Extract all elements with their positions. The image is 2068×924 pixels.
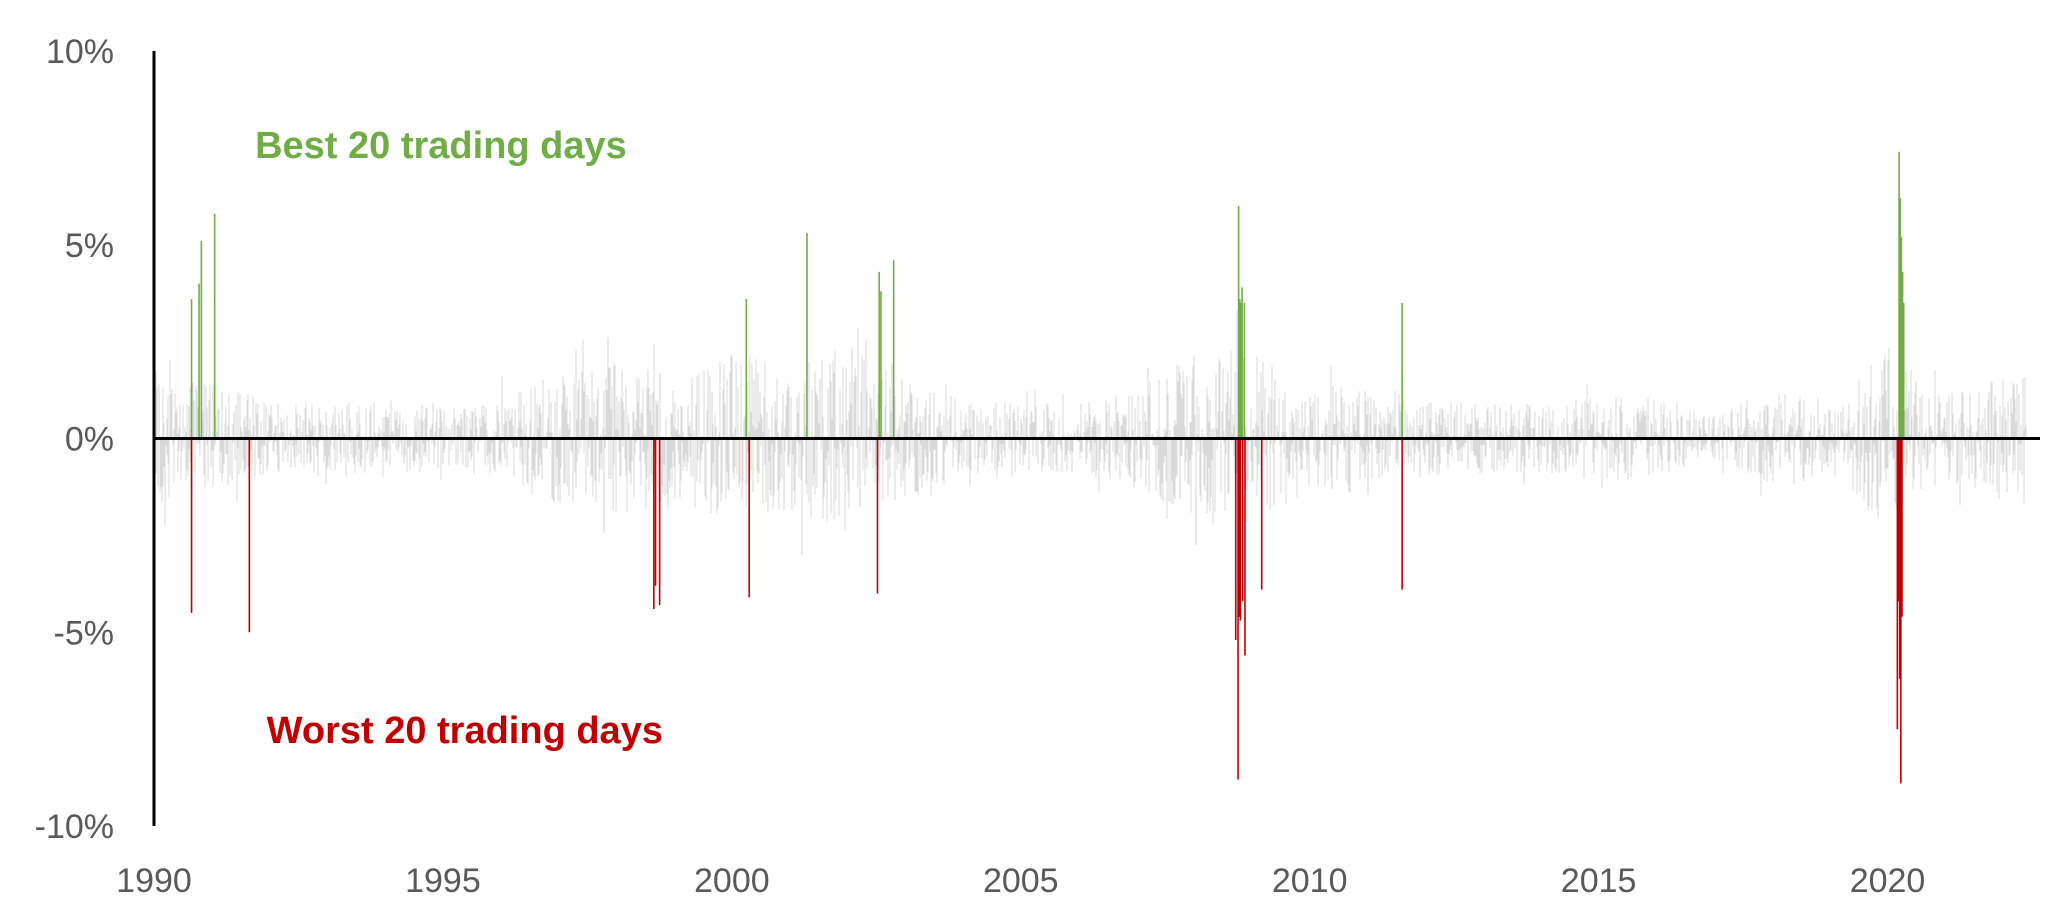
y-tick-label: 5% xyxy=(65,227,114,265)
x-tick-label: 1990 xyxy=(116,862,192,900)
worst-days-annotation: Worst 20 trading days xyxy=(267,710,663,752)
worst-days-series xyxy=(190,438,1903,784)
x-tick-label: 2015 xyxy=(1561,862,1637,900)
y-tick-label: -5% xyxy=(54,614,114,652)
y-tick-label: -10% xyxy=(35,808,114,846)
x-tick-label: 2010 xyxy=(1272,862,1348,900)
best-days-annotation: Best 20 trading days xyxy=(255,125,627,167)
daily-returns-background xyxy=(155,310,2027,555)
x-tick-label: 2005 xyxy=(983,862,1059,900)
x-tick-label: 2000 xyxy=(694,862,770,900)
y-axis-ticks: 10% 5% 0% -5% -10% xyxy=(35,33,114,846)
y-tick-label: 10% xyxy=(46,33,114,71)
best-days-series xyxy=(190,151,1905,439)
x-tick-label: 1995 xyxy=(405,862,481,900)
daily-return-bars xyxy=(155,310,2027,555)
axes xyxy=(152,51,2040,826)
x-tick-label: 2020 xyxy=(1850,862,1926,900)
x-axis-ticks: 1990 1995 2000 2005 2010 2015 2020 xyxy=(116,862,1925,900)
y-tick-label: 0% xyxy=(65,421,114,459)
